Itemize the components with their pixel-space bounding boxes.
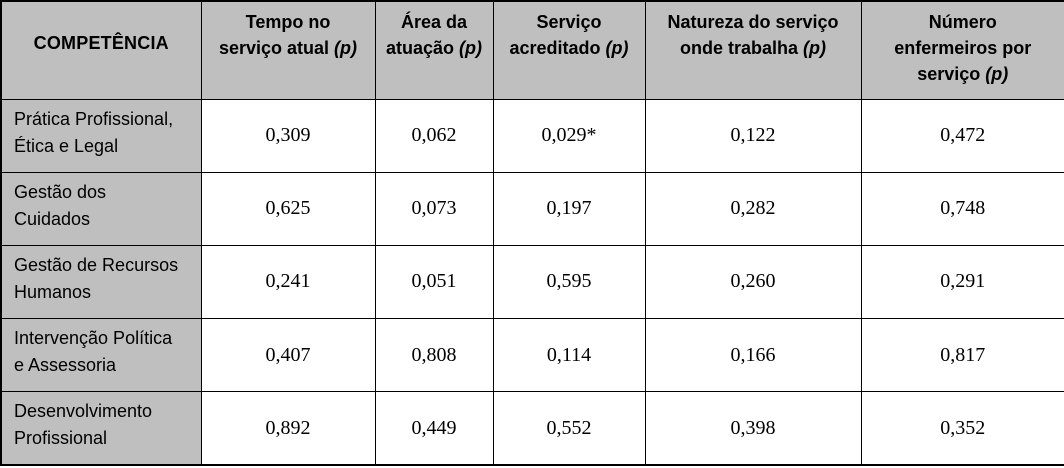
value-cell: 0,625 (200, 171, 376, 246)
value-cell: 0,398 (644, 391, 862, 466)
row-category-cell: Intervenção Política e Assessoria (0, 318, 202, 393)
value-cell: 0,166 (644, 318, 862, 393)
value-cell: 0,817 (860, 318, 1064, 393)
table-row: Intervenção Política e Assessoria 0,407 0,… (0, 318, 1064, 393)
row-category-cell: Prática Profissional, Ética e Legal (0, 98, 202, 173)
table-row: Gestão de Recursos Humanos 0,241 0,051 0,59… (0, 244, 1064, 320)
table-row: Desenvolvimento Profissional 0,892 0,449 0,… (0, 391, 1064, 466)
value-cell: 0,808 (374, 318, 494, 393)
table-row: Gestão dos Cuidados 0,625 0,073 0,197 0,282 0… (0, 171, 1064, 246)
value-cell: 0,748 (860, 171, 1064, 246)
value-cell: 0,449 (374, 391, 494, 466)
header-cell-3: Serviço acreditado (p) (492, 0, 646, 100)
value-cell: 0,407 (200, 318, 376, 393)
value-cell: 0,595 (492, 244, 646, 320)
value-cell: 0,260 (644, 244, 862, 320)
row-category-cell: Gestão de Recursos Humanos (0, 244, 202, 320)
value-cell: 0,062 (374, 98, 494, 173)
value-cell: 0,114 (492, 318, 646, 393)
value-cell: 0,352 (860, 391, 1064, 466)
row-category-cell: Desenvolvimento Profissional (0, 391, 202, 466)
value-cell: 0,472 (860, 98, 1064, 173)
value-cell: 0,029* (492, 98, 646, 173)
value-cell: 0,051 (374, 244, 494, 320)
value-cell: 0,073 (374, 171, 494, 246)
header-cell-5: Número enfermeiros por serviço (p) (860, 0, 1064, 100)
header-row: COMPETÊNCIA Tempo no serviço atual (p) Áre… (0, 0, 1064, 100)
table-row: Prática Profissional, Ética e Legal 0,309… (0, 98, 1064, 173)
header-cell-2: Área da atuação (p) (374, 0, 494, 100)
header-cell-competencia: COMPETÊNCIA (0, 0, 202, 100)
value-cell: 0,552 (492, 391, 646, 466)
value-cell: 0,197 (492, 171, 646, 246)
value-cell: 0,122 (644, 98, 862, 173)
row-category-cell: Gestão dos Cuidados (0, 171, 202, 246)
header-cell-1: Tempo no serviço atual (p) (200, 0, 376, 100)
value-cell: 0,282 (644, 171, 862, 246)
header-cell-4: Natureza do serviço onde trabalha (p) (644, 0, 862, 100)
value-cell: 0,291 (860, 244, 1064, 320)
value-cell: 0,241 (200, 244, 376, 320)
value-cell: 0,892 (200, 391, 376, 466)
value-cell: 0,309 (200, 98, 376, 173)
table-body: Prática Profissional, Ética e Legal 0,309… (0, 98, 1064, 466)
